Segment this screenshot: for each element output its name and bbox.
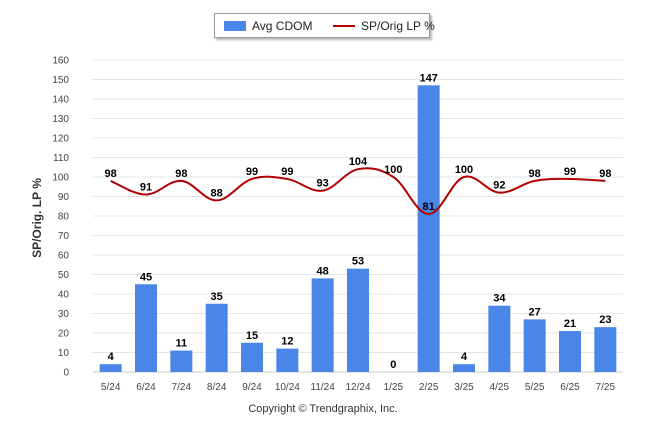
line-data-label: 98: [175, 168, 187, 180]
line-data-label: 100: [384, 164, 402, 176]
bar-data-label: 12: [281, 336, 293, 348]
bar-data-label: 0: [390, 359, 396, 371]
legend-line-swatch: [333, 25, 355, 27]
bar-data-label: 11: [176, 338, 188, 350]
y-tick-label: 110: [53, 153, 69, 164]
bar: [417, 85, 440, 372]
bar: [205, 303, 228, 372]
legend-line-label: SP/Orig LP %: [361, 19, 435, 33]
bar-data-label: 4: [108, 351, 115, 363]
y-tick-label: 60: [58, 251, 70, 262]
bar: [594, 327, 617, 372]
bar: [488, 305, 511, 372]
x-tick-label: 9/24: [242, 382, 262, 393]
x-tick-label: 6/24: [136, 382, 156, 393]
x-tick-label: 3/25: [454, 382, 474, 393]
bar: [453, 364, 475, 372]
line-data-label: 98: [599, 168, 611, 180]
x-tick-label: 4/25: [490, 382, 510, 393]
x-tick-label: 12/24: [345, 382, 370, 393]
line-data-label: 99: [281, 166, 293, 178]
y-tick-label: 90: [58, 192, 70, 203]
x-tick-label: 7/25: [596, 382, 616, 393]
y-tick-label: 160: [52, 56, 69, 67]
bar-data-label: 15: [246, 330, 258, 342]
bar-data-label: 147: [419, 72, 437, 84]
y-axis-label: SP/Orig. LP %: [30, 178, 44, 258]
y-tick-label: 130: [52, 114, 69, 125]
y-tick-label: 150: [52, 75, 69, 86]
y-tick-label: 80: [58, 212, 70, 223]
line-data-label: 98: [529, 168, 541, 180]
bar: [170, 350, 193, 372]
x-tick-label: 5/24: [101, 382, 121, 393]
bar: [276, 348, 299, 372]
line-data-label: 99: [246, 166, 258, 178]
bar: [523, 319, 546, 372]
line-data-label: 91: [140, 182, 152, 194]
bar-data-label: 48: [317, 265, 329, 277]
y-tick-label: 140: [52, 95, 69, 106]
line-data-label: 98: [105, 168, 117, 180]
bar-data-label: 35: [211, 291, 223, 303]
line-data-label: 92: [493, 180, 505, 192]
bar-data-label: 4: [461, 351, 468, 363]
bar-data-label: 27: [529, 306, 541, 318]
line-data-label: 99: [564, 166, 576, 178]
x-tick-label: 2/25: [419, 382, 439, 393]
x-tick-label: 5/25: [525, 382, 545, 393]
bar: [99, 364, 122, 372]
bar-data-label: 34: [493, 293, 506, 305]
legend-bar-swatch: [224, 21, 246, 31]
copyright-text: Copyright © Trendgraphix, Inc.: [248, 403, 398, 415]
line-data-label: 93: [317, 178, 329, 190]
bar: [241, 342, 263, 372]
bar: [311, 278, 334, 372]
y-tick-label: 10: [58, 348, 70, 359]
y-tick-label: 0: [63, 368, 69, 379]
y-tick-label: 50: [58, 270, 70, 281]
bar: [559, 331, 581, 372]
bar: [347, 268, 369, 372]
bar-data-label: 45: [140, 271, 152, 283]
line-data-label: 104: [349, 156, 368, 168]
y-tick-label: 30: [58, 309, 70, 320]
bar-data-label: 21: [564, 318, 576, 330]
y-tick-label: 40: [58, 290, 70, 301]
y-tick-label: 20: [58, 329, 70, 340]
x-tick-label: 1/25: [384, 382, 404, 393]
bar-data-label: 53: [352, 256, 364, 268]
x-tick-label: 6/25: [560, 382, 580, 393]
y-tick-label: 100: [52, 173, 69, 184]
line-data-label: 100: [455, 164, 473, 176]
line-data-label: 88: [211, 187, 223, 199]
x-tick-label: 10/24: [275, 382, 300, 393]
x-tick-label: 7/24: [172, 382, 192, 393]
y-tick-label: 120: [52, 134, 69, 145]
y-tick-label: 70: [58, 231, 70, 242]
x-tick-label: 11/24: [311, 382, 336, 393]
line-series: [110, 167, 606, 216]
line-data-label: 81: [423, 201, 435, 213]
x-tick-label: 8/24: [207, 382, 227, 393]
bar-data-label: 23: [599, 314, 611, 326]
legend-bar-label: Avg CDOM: [252, 19, 313, 33]
legend: Avg CDOM SP/Orig LP %: [214, 13, 435, 38]
bar: [135, 284, 157, 372]
